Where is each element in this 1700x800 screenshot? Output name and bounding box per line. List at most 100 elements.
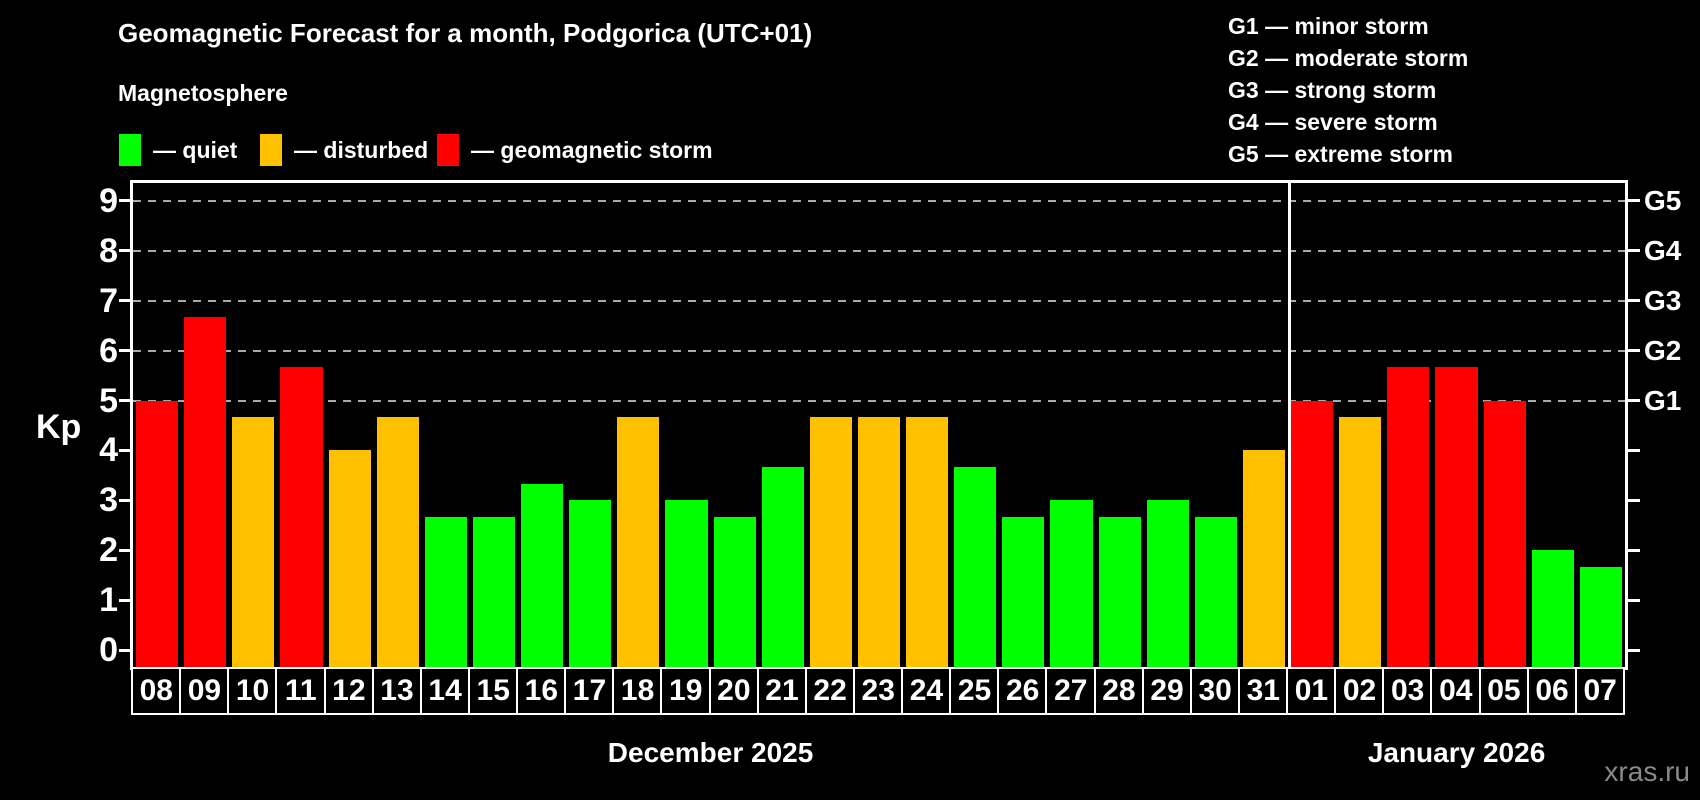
- left-tick-8: [119, 249, 131, 253]
- kp-bar-25: [954, 466, 997, 667]
- left-tick-3: [119, 498, 131, 502]
- legend-item-storm: — geomagnetic storm: [437, 134, 713, 166]
- kp-bar-22: [809, 416, 852, 667]
- month-label: January 2026: [1367, 737, 1546, 768]
- left-tick-7: [119, 299, 131, 303]
- gscale-line: G1 — minor storm: [1228, 13, 1429, 39]
- y-axis-label: Kp: [36, 408, 82, 446]
- month-label: December 2025: [607, 737, 814, 768]
- y-tick-label-1: 1: [99, 581, 118, 620]
- kp-bar-19: [665, 500, 708, 667]
- date-cell-23: 23: [852, 667, 904, 715]
- kp-bar-26: [1002, 516, 1045, 667]
- kp-bar-21: [761, 466, 804, 667]
- date-cell-19: 19: [660, 667, 712, 715]
- legend-dash: —: [294, 136, 317, 163]
- y-tick-label-4: 4: [99, 431, 118, 470]
- g-level-label-G2: G2: [1644, 334, 1682, 366]
- y-tick-label-6: 6: [99, 331, 118, 370]
- y-tick-label-5: 5: [99, 381, 118, 420]
- g-level-label-G1: G1: [1644, 384, 1682, 416]
- date-cell-17: 17: [564, 667, 615, 715]
- left-tick-0: [119, 648, 131, 652]
- date-cell-05: 05: [1478, 667, 1530, 715]
- y-tick-label-3: 3: [99, 481, 118, 520]
- date-cell-06: 06: [1526, 667, 1578, 715]
- date-cell-24: 24: [901, 667, 952, 715]
- date-cell-26: 26: [997, 667, 1048, 715]
- right-tick-3: [1628, 498, 1640, 502]
- g-level-label-G3: G3: [1644, 284, 1682, 316]
- date-cell-09: 09: [179, 667, 230, 715]
- kp-bar-13: [376, 416, 419, 667]
- gridline-kp8: [133, 249, 1625, 252]
- gridline-kp9: [133, 199, 1625, 202]
- left-tick-1: [119, 598, 131, 602]
- date-cell-13: 13: [371, 667, 423, 715]
- date-cell-07: 07: [1574, 667, 1626, 715]
- left-tick-4: [119, 448, 131, 452]
- disturbed-color-swatch: [260, 134, 282, 166]
- legend-label-storm: geomagnetic storm: [500, 136, 713, 163]
- kp-bar-18: [617, 416, 660, 667]
- date-cell-03: 03: [1382, 667, 1433, 715]
- gscale-line: G2 — moderate storm: [1228, 45, 1469, 71]
- kp-bar-23: [857, 416, 901, 667]
- date-cell-12: 12: [323, 667, 375, 715]
- kp-bar-14: [424, 516, 467, 667]
- kp-bar-08: [136, 400, 179, 667]
- date-cell-01: 01: [1286, 667, 1337, 715]
- kp-bar-29: [1146, 500, 1189, 667]
- date-cell-11: 11: [275, 667, 326, 715]
- date-cell-14: 14: [419, 667, 471, 715]
- kp-bar-24: [906, 416, 949, 667]
- date-cell-04: 04: [1430, 667, 1482, 715]
- right-tick-9: [1628, 199, 1640, 203]
- watermark: xras.ru: [1604, 756, 1690, 787]
- date-cell-08: 08: [131, 667, 182, 715]
- right-tick-2: [1628, 548, 1640, 552]
- right-tick-6: [1628, 349, 1640, 353]
- kp-bar-06: [1531, 550, 1574, 667]
- right-tick-7: [1628, 299, 1640, 303]
- storm-color-swatch: [437, 134, 459, 166]
- g-level-label-G4: G4: [1644, 234, 1682, 266]
- kp-bar-10: [232, 416, 275, 667]
- date-cell-28: 28: [1093, 667, 1145, 715]
- y-tick-label-8: 8: [99, 231, 118, 270]
- legend-dash: —: [471, 136, 494, 163]
- y-tick-label-0: 0: [99, 631, 118, 669]
- kp-bar-07: [1579, 566, 1622, 667]
- date-cell-21: 21: [756, 667, 808, 715]
- legend-dash: —: [153, 136, 176, 163]
- gscale-legend: G1 — minor storm G2 — moderate storm G3 — …: [1228, 10, 1468, 170]
- kp-bar-17: [569, 500, 612, 667]
- date-cell-31: 31: [1237, 667, 1289, 715]
- page-title: Geomagnetic Forecast for a month, Podgor…: [118, 18, 813, 48]
- date-cell-18: 18: [612, 667, 663, 715]
- kp-bar-28: [1098, 516, 1141, 667]
- legend-label-disturbed: disturbed: [323, 136, 429, 163]
- date-cell-27: 27: [1045, 667, 1097, 715]
- kp-bar-20: [713, 516, 756, 667]
- kp-bar-09: [184, 317, 227, 667]
- kp-bar-27: [1050, 500, 1093, 667]
- y-tick-label-2: 2: [99, 531, 118, 570]
- kp-bar-12: [328, 450, 371, 667]
- legend-item-disturbed: — disturbed: [260, 134, 428, 166]
- kp-bar-16: [521, 483, 564, 667]
- gscale-line: G5 — extreme storm: [1228, 141, 1453, 167]
- date-cell-02: 02: [1334, 667, 1385, 715]
- right-tick-0: [1628, 648, 1640, 652]
- gridline-kp7: [133, 299, 1625, 302]
- date-cell-30: 30: [1189, 667, 1241, 715]
- kp-bar-01: [1291, 400, 1334, 667]
- date-cell-10: 10: [227, 667, 278, 715]
- legend-item-quiet: — quiet: [119, 134, 237, 166]
- left-tick-2: [119, 548, 131, 552]
- kp-bar-11: [280, 367, 323, 667]
- date-axis-row: 08 09 10 11 12 13 14 15 16 17 18 19 20 21 22 23 24 25 26 27…: [131, 667, 1627, 715]
- chart-subtitle: Magnetosphere: [118, 80, 288, 106]
- quiet-color-swatch: [119, 134, 141, 166]
